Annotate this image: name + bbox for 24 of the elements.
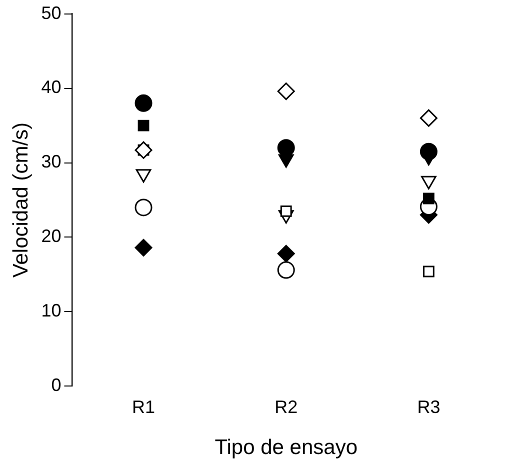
x-tick-label: R1: [132, 396, 156, 417]
x-tick-label: R2: [274, 396, 298, 417]
point: [420, 109, 438, 127]
y-tick-label: 20: [41, 226, 62, 246]
x-tick-label: R3: [417, 396, 440, 417]
y-tick-label: 10: [41, 300, 62, 321]
point: [134, 238, 152, 256]
point: [280, 205, 292, 217]
point: [277, 261, 295, 279]
point: [134, 141, 152, 159]
point: [138, 120, 150, 132]
point: [134, 198, 152, 216]
x-axis-title: Tipo de ensayo: [214, 436, 358, 460]
point: [277, 82, 295, 100]
y-tick-label: 50: [41, 2, 62, 23]
y-tick-label: 30: [41, 152, 62, 172]
point: [134, 94, 152, 112]
point: [420, 142, 438, 160]
point: [423, 266, 434, 278]
point: [277, 244, 295, 262]
y-tick-label: 40: [41, 77, 62, 98]
y-tick-label: 0: [51, 375, 62, 396]
y-axis-title: Velocidad (cm/s): [9, 122, 32, 278]
point: [423, 192, 434, 204]
